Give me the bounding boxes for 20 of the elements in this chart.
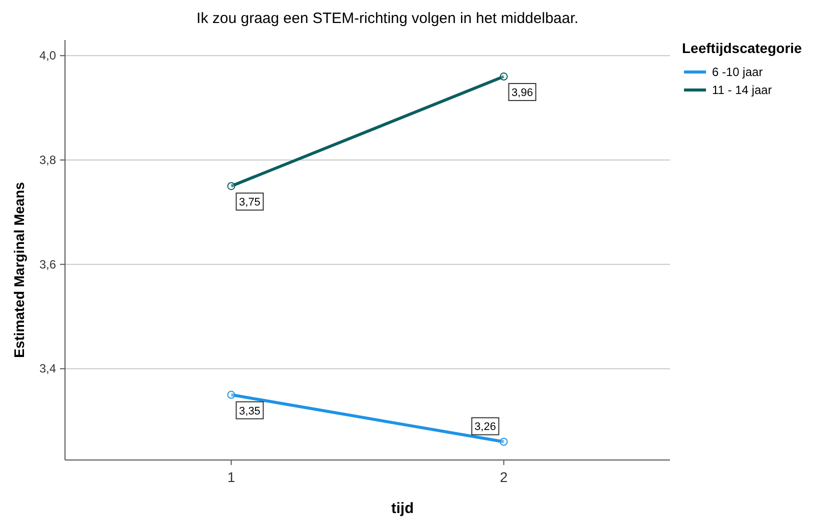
x-tick-label: 1 [227,469,236,485]
data-label: 3,96 [512,87,533,100]
legend-label: 6 -10 jaar [712,65,763,79]
y-axis-title: Estimated Marginal Means [11,182,27,358]
data-label: 3,35 [239,405,260,418]
data-label: 3,26 [474,421,496,434]
data-label: 3,75 [239,196,260,209]
chart-title: Ik zou graag een STEM-richting volgen in het middelbaar. [196,10,578,27]
y-tick-label: 3,4 [39,362,56,376]
legend-title: Leeftijdscategorie [682,40,802,56]
point [227,182,236,190]
y-tick-label: 3,6 [39,257,56,272]
x-axis-title: tijd [391,500,414,517]
y-tick-label: 4,0 [39,48,56,63]
point [500,72,508,81]
point [500,438,508,446]
x-tick-label: 2 [500,469,508,485]
legend-label: 11 - 14 jaar [712,83,772,97]
y-tick-label: 3,8 [39,153,56,167]
point [227,390,236,399]
